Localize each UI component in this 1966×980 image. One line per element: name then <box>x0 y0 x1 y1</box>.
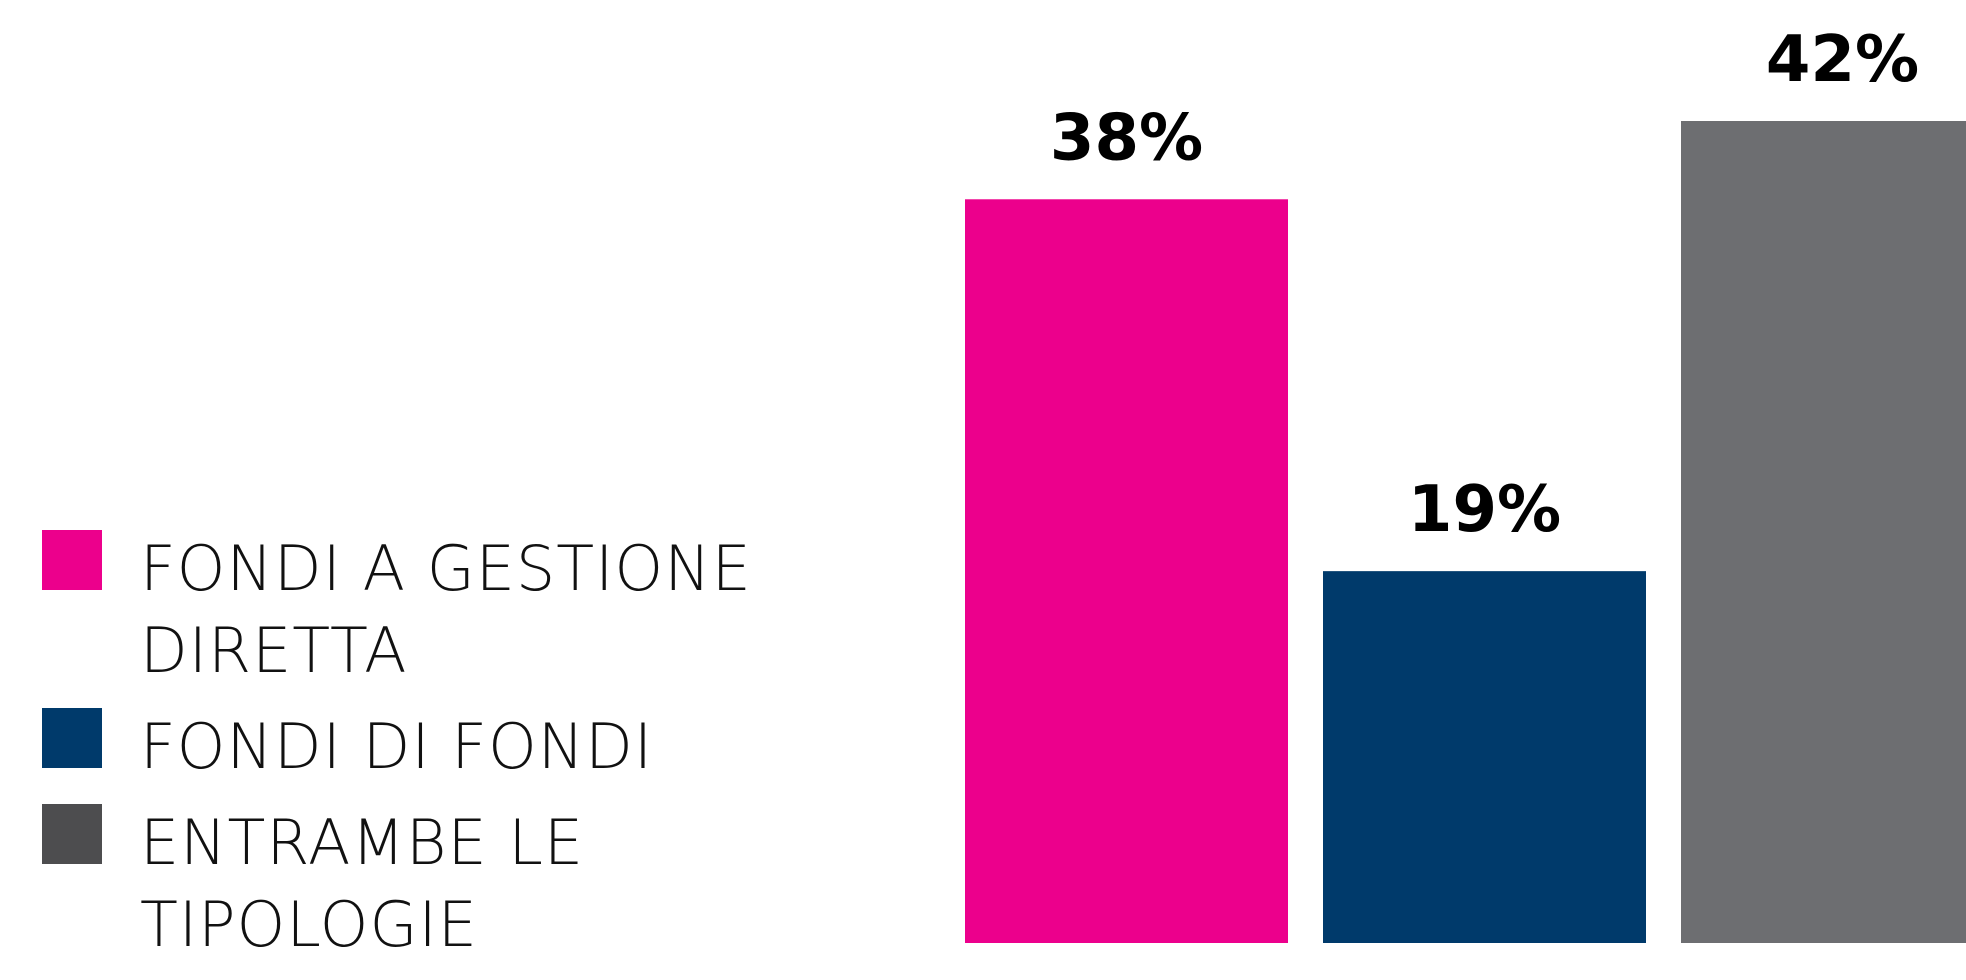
bar-value-label-gestione-diretta: 38% <box>1050 101 1203 175</box>
bar-chart: 38% 19% 42% FONDI A GESTIONE DIRETTA FONDI… <box>42 23 1966 961</box>
legend: FONDI A GESTIONE DIRETTA FONDI DI FONDI … <box>42 528 862 980</box>
bar-value-label-entrambe: 42% <box>1766 23 1919 97</box>
legend-label-entrambe: ENTRAMBE LE TIPOLOGIE <box>140 806 585 961</box>
legend-label-fondi-di-fondi: FONDI DI FONDI <box>140 710 654 783</box>
bar-value-label-fondi-di-fondi: 19% <box>1408 473 1561 547</box>
legend-swatch-entrambe <box>42 804 102 864</box>
legend-swatch-fondi-di-fondi <box>42 708 102 768</box>
bar-fondi-di-fondi <box>1323 571 1646 943</box>
legend-item-entrambe: ENTRAMBE LE TIPOLOGIE <box>42 802 862 966</box>
legend-item-fondi-di-fondi: FONDI DI FONDI <box>42 706 862 788</box>
legend-swatch-gestione-diretta <box>42 530 102 590</box>
bar-chart-svg: 38% 19% 42% <box>965 23 1966 944</box>
bar-entrambe <box>1681 121 1966 943</box>
bar-gestione-diretta <box>965 199 1288 944</box>
legend-label-gestione-diretta: FONDI A GESTIONE DIRETTA <box>140 532 752 687</box>
legend-item-gestione-diretta: FONDI A GESTIONE DIRETTA <box>42 528 862 692</box>
